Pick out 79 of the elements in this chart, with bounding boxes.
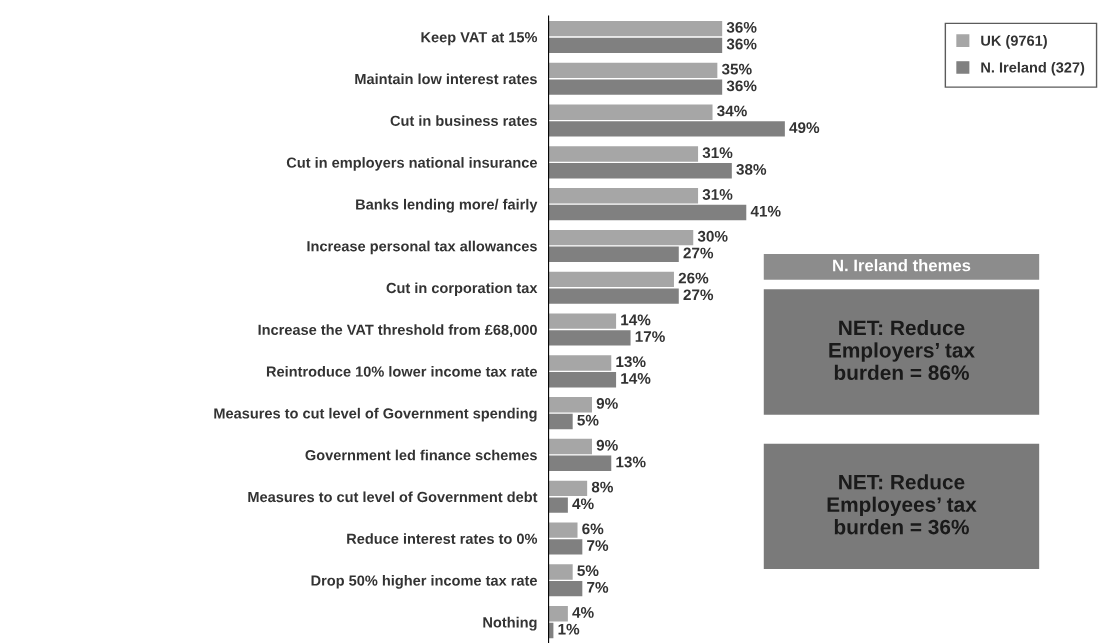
data-label: 6% <box>582 523 604 535</box>
data-label: 27% <box>683 289 714 301</box>
bar <box>548 246 679 262</box>
bar <box>548 438 592 455</box>
y-tick-label: Keep VAT at 15% <box>421 32 538 46</box>
y-tick-label: Nothing <box>483 616 537 631</box>
data-label: 13% <box>616 356 646 368</box>
y-tick-label: Measures to cut level of Government spending <box>214 407 537 422</box>
bar <box>548 188 699 204</box>
data-label: 5% <box>577 414 599 426</box>
bar <box>548 564 573 580</box>
data-label: 4% <box>572 498 594 510</box>
data-label: 36% <box>726 80 757 92</box>
bar <box>548 413 573 430</box>
bar <box>548 313 617 329</box>
data-label: 4% <box>572 607 594 618</box>
data-label: 5% <box>577 565 599 577</box>
y-tick-label: Increase personal tax allowances <box>307 240 537 255</box>
y-tick-label: Cut in employers national insurance <box>286 157 537 171</box>
bar <box>548 204 747 221</box>
y-tick-label: Government led finance schemes <box>305 449 537 461</box>
data-label: 1% <box>558 623 580 635</box>
bar <box>548 79 723 95</box>
text: NET: Reduce Employers’ tax burden = 86% <box>829 319 975 381</box>
data-label: 31% <box>702 189 733 200</box>
data-label: 35% <box>721 63 752 75</box>
bar <box>548 288 679 304</box>
bar <box>548 104 713 120</box>
data-label: 14% <box>621 314 651 326</box>
bar <box>548 146 699 162</box>
data-label: 14% <box>621 373 651 384</box>
data-label: 38% <box>736 164 767 175</box>
data-label: 26% <box>678 272 709 284</box>
data-label: 8% <box>591 481 613 493</box>
y-tick-label: Reduce interest rates to 0% <box>347 533 538 544</box>
data-label: 13% <box>616 456 646 468</box>
text: NET: Reduce Employees’ tax burden = 36% <box>827 474 977 535</box>
data-label: 34% <box>717 105 747 117</box>
y-tick-label: Maintain low interest rates <box>355 73 537 85</box>
data-label: 7% <box>587 540 609 551</box>
data-label: 41% <box>750 205 781 217</box>
data-label: 9% <box>596 398 618 409</box>
bar <box>548 539 583 555</box>
y-tick-label: Cut in business rates <box>390 115 537 126</box>
bar <box>548 229 694 246</box>
bar <box>548 355 612 371</box>
bar <box>548 580 583 597</box>
bar <box>548 121 785 137</box>
bar <box>548 62 718 79</box>
y-tick-label: Reintroduce 10% lower income tax rate <box>266 366 537 377</box>
text: N. Ireland themes <box>833 259 971 272</box>
data-label: 17% <box>635 331 665 342</box>
bar <box>548 163 732 179</box>
bar <box>548 606 568 622</box>
data-label: 9% <box>596 439 618 451</box>
bar <box>548 330 631 346</box>
data-label: 36% <box>726 21 757 33</box>
data-label: 36% <box>726 38 757 50</box>
y-tick-label: Increase the VAT threshold from £68,000 <box>258 324 537 338</box>
data-label: 31% <box>702 147 733 159</box>
data-label: 27% <box>683 247 714 259</box>
y-tick-label: Cut in corporation tax <box>386 282 538 297</box>
bar <box>548 480 588 497</box>
y-tick-label: Measures to cut level of Government debt <box>248 491 538 503</box>
bar <box>548 397 592 413</box>
y-tick-label: Drop 50% higher income tax rate <box>311 575 537 589</box>
bar <box>548 372 617 388</box>
data-label: 49% <box>789 122 820 134</box>
legend-label: UK (9761) <box>981 35 1047 49</box>
data-label: 30% <box>697 230 728 242</box>
bar <box>548 497 568 513</box>
bar <box>548 271 674 288</box>
bar <box>548 20 723 37</box>
bar <box>548 455 612 471</box>
y-tick-label: Banks lending more/ fairly <box>356 198 538 213</box>
bar <box>548 522 578 538</box>
bar <box>548 37 723 54</box>
legend-label: N. Ireland (327) <box>981 61 1085 76</box>
data-label: 7% <box>587 581 609 593</box>
